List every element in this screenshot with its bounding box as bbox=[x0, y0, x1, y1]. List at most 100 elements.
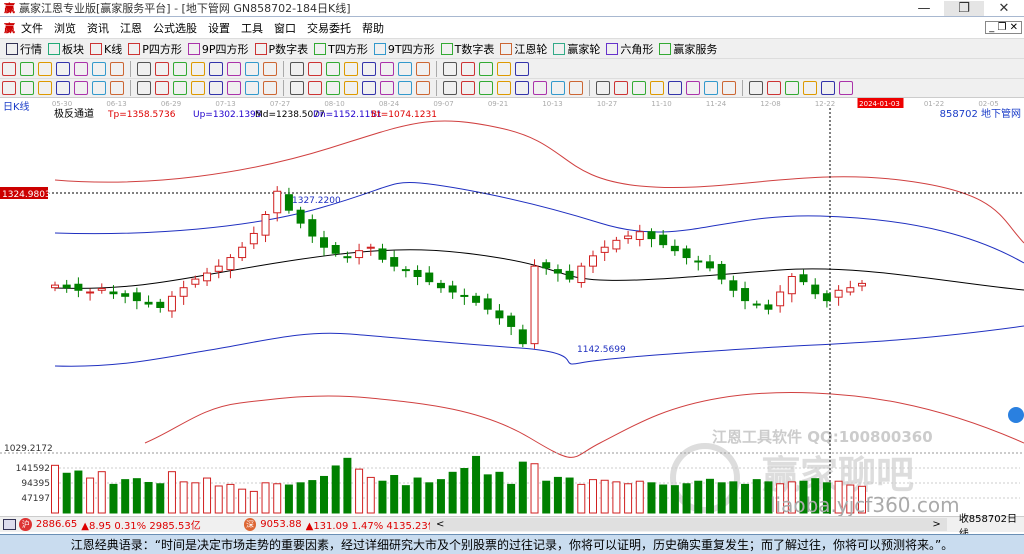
menu-item[interactable]: 帮助 bbox=[362, 21, 384, 35]
diamond-5-icon[interactable] bbox=[308, 61, 322, 76]
diamond-3-icon[interactable] bbox=[263, 61, 277, 76]
toolbar-button[interactable]: P数字表 bbox=[254, 41, 308, 57]
toolbar-button[interactable]: 江恩轮 bbox=[500, 41, 547, 57]
side-panel-toggle-icon[interactable] bbox=[1008, 407, 1024, 423]
toolbar-button[interactable]: K线 bbox=[90, 41, 122, 57]
calendar-icon[interactable] bbox=[443, 61, 457, 76]
diamond-2-icon[interactable] bbox=[245, 61, 259, 76]
angle7-icon[interactable] bbox=[803, 81, 817, 95]
gann-a-icon[interactable] bbox=[533, 81, 547, 95]
menu-item[interactable]: 浏览 bbox=[54, 21, 76, 35]
angle-icon[interactable] bbox=[443, 81, 457, 95]
wave-icon[interactable] bbox=[263, 81, 277, 95]
toolbar-button[interactable]: 赢家服务 bbox=[659, 41, 717, 57]
kline-chart[interactable]: 05-30 06-13 06-29 07-13 07-27 08-10 08-24 09-07… bbox=[0, 98, 1024, 516]
kline-a-icon[interactable] bbox=[56, 61, 70, 76]
fan-icon[interactable] bbox=[191, 81, 205, 95]
chart-icon[interactable] bbox=[20, 61, 34, 76]
save-icon[interactable] bbox=[497, 61, 511, 76]
diamond-1-icon[interactable] bbox=[227, 61, 241, 76]
box-icon[interactable] bbox=[245, 81, 259, 95]
pct-line-icon[interactable] bbox=[596, 81, 610, 95]
toolbar-button[interactable]: 板块 bbox=[48, 41, 84, 57]
menu-item[interactable]: 设置 bbox=[208, 21, 230, 35]
horizontal-scrollbar[interactable]: < > bbox=[429, 518, 947, 531]
formula-icon[interactable] bbox=[416, 61, 430, 76]
menu-item[interactable]: 文件 bbox=[21, 21, 43, 35]
fork-b-icon[interactable] bbox=[308, 81, 322, 95]
calc-icon[interactable] bbox=[3, 519, 17, 530]
pyramid-icon[interactable] bbox=[668, 81, 682, 95]
angle4-icon[interactable] bbox=[749, 81, 763, 95]
hash-icon[interactable] bbox=[155, 81, 169, 95]
gold-icon[interactable] bbox=[686, 81, 700, 95]
angle6-icon[interactable] bbox=[785, 81, 799, 95]
menu-item[interactable]: 公式选股 bbox=[153, 21, 197, 35]
circle-icon[interactable] bbox=[137, 81, 151, 95]
coin-a-icon[interactable] bbox=[614, 81, 628, 95]
calculator-icon[interactable] bbox=[461, 61, 475, 76]
taiji-icon[interactable] bbox=[821, 81, 835, 95]
box3-icon[interactable] bbox=[416, 81, 430, 95]
period-icon[interactable] bbox=[2, 61, 16, 76]
fib-e-icon[interactable] bbox=[110, 81, 124, 95]
last-icon[interactable] bbox=[173, 61, 187, 76]
crosshair-icon[interactable] bbox=[362, 61, 376, 76]
truck-icon[interactable] bbox=[515, 61, 529, 76]
menu-item[interactable]: 资讯 bbox=[87, 21, 109, 35]
n2-icon[interactable] bbox=[173, 81, 187, 95]
lines2-icon[interactable] bbox=[515, 81, 529, 95]
toolbar-button[interactable]: 9P四方形 bbox=[187, 41, 249, 57]
first-icon[interactable] bbox=[155, 61, 169, 76]
pen-icon[interactable] bbox=[2, 81, 16, 95]
kline-b-icon[interactable] bbox=[74, 61, 88, 76]
mdi-controls[interactable]: _ ❐ ✕ bbox=[985, 21, 1022, 34]
toolbar-button[interactable]: 赢家轮 bbox=[553, 41, 600, 57]
next-icon[interactable] bbox=[209, 61, 223, 76]
menu-item[interactable]: 工具 bbox=[241, 21, 263, 35]
box2-icon[interactable] bbox=[398, 81, 412, 95]
maximize-button[interactable]: ❐ bbox=[944, 0, 984, 16]
gift-icon[interactable] bbox=[398, 61, 412, 76]
fib-d-icon[interactable] bbox=[92, 81, 106, 95]
doc-icon[interactable] bbox=[38, 61, 52, 76]
menu-item[interactable]: 交易委托 bbox=[307, 21, 351, 35]
coin-b-icon[interactable] bbox=[632, 81, 646, 95]
close-button[interactable]: ✕ bbox=[998, 0, 1010, 16]
angle5-icon[interactable] bbox=[767, 81, 781, 95]
diamond-4-icon[interactable] bbox=[290, 61, 304, 76]
grid-c-icon[interactable] bbox=[497, 81, 511, 95]
angle3-icon[interactable] bbox=[722, 81, 736, 95]
prev-icon[interactable] bbox=[191, 61, 205, 76]
fib-c-icon[interactable] bbox=[74, 81, 88, 95]
diamond-6-icon[interactable] bbox=[326, 61, 340, 76]
report-icon[interactable] bbox=[479, 61, 493, 76]
lines-icon[interactable] bbox=[20, 81, 34, 95]
toolbar-button[interactable]: P四方形 bbox=[128, 41, 182, 57]
star-icon[interactable] bbox=[227, 81, 241, 95]
fib-a-icon[interactable] bbox=[38, 81, 52, 95]
gann-b-icon[interactable] bbox=[551, 81, 565, 95]
draw-icon[interactable] bbox=[110, 61, 124, 76]
target-icon[interactable] bbox=[209, 81, 223, 95]
zigzag-icon[interactable] bbox=[380, 61, 394, 76]
infinity-icon[interactable] bbox=[839, 81, 853, 95]
scroll-left-icon[interactable]: < bbox=[435, 519, 445, 530]
menu-item[interactable]: 窗口 bbox=[274, 21, 296, 35]
tool-icon[interactable] bbox=[650, 81, 664, 95]
fib-b-icon[interactable] bbox=[56, 81, 70, 95]
grid-b-icon[interactable] bbox=[479, 81, 493, 95]
rect-icon[interactable] bbox=[362, 81, 376, 95]
toolbar-button[interactable]: 六角形 bbox=[606, 41, 653, 57]
toolbar-button[interactable]: 行情 bbox=[6, 41, 42, 57]
angle2-icon[interactable] bbox=[704, 81, 718, 95]
grid-a-icon[interactable] bbox=[326, 81, 340, 95]
toolbar-button[interactable]: T四方形 bbox=[314, 41, 368, 57]
fork-a-icon[interactable] bbox=[290, 81, 304, 95]
menu-item[interactable]: 江恩 bbox=[120, 21, 142, 35]
rays-icon[interactable] bbox=[380, 81, 394, 95]
toolbar-button[interactable]: T数字表 bbox=[440, 41, 494, 57]
minimize-button[interactable]: — bbox=[917, 0, 931, 16]
percent-icon[interactable] bbox=[569, 81, 583, 95]
bar-icon[interactable] bbox=[92, 61, 106, 76]
